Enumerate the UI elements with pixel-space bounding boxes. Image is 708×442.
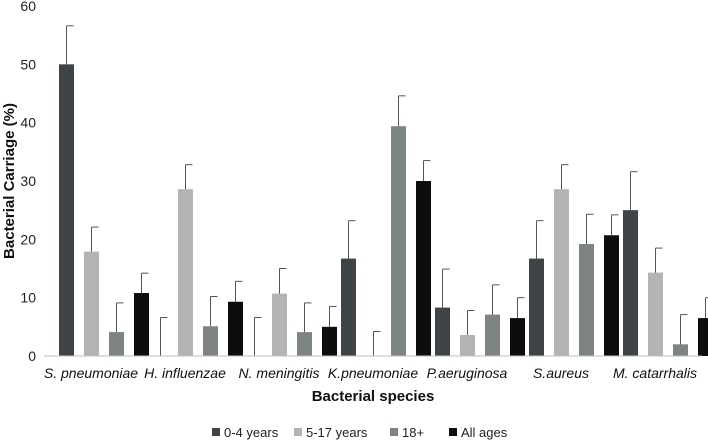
- bar-18--0: [109, 332, 124, 356]
- legend-label: 0-4 years: [224, 425, 279, 440]
- bar-0-4-years-6: [623, 210, 638, 356]
- bar-5-17-years-4: [460, 335, 475, 356]
- bar-0-4-years-0: [59, 64, 74, 356]
- y-tick-label: 40: [20, 115, 36, 131]
- y-tick-label: 30: [20, 173, 36, 189]
- legend-label: 5-17 years: [306, 425, 368, 440]
- category-label: P.aeruginosa: [427, 365, 508, 381]
- bar-5-17-years-5: [554, 189, 569, 356]
- category-label: S. pneumoniae: [44, 365, 138, 381]
- category-label: S.aureus: [533, 365, 589, 381]
- category-label: N. meningitis: [239, 365, 320, 381]
- bar-5-17-years-2: [272, 293, 287, 356]
- legend: 0-4 years 5-17 years 18+ All ages: [212, 425, 508, 440]
- bar-all-ages-3: [416, 181, 431, 356]
- y-tick-label: 10: [20, 290, 36, 306]
- y-tick-label: 0: [28, 348, 36, 364]
- category-label: M. catarrhalis: [613, 365, 697, 381]
- bar-0-4-years-5: [529, 258, 544, 356]
- y-axis-ticks: 0 10 20 30 40 50 60: [20, 0, 36, 364]
- y-tick-label: 50: [20, 56, 36, 72]
- legend-item: All ages: [449, 425, 508, 440]
- bar-all-ages-2: [322, 326, 337, 356]
- legend-swatch: [212, 428, 220, 436]
- bar-5-17-years-1: [178, 189, 193, 356]
- category-label: K.pneumoniae: [328, 365, 419, 381]
- bar-5-17-years-0: [84, 251, 99, 356]
- bar-18--4: [485, 314, 500, 356]
- error-bars: [66, 25, 708, 356]
- category-labels: S. pneumoniae H. influenzae N. meningitis K…: [44, 365, 697, 381]
- bar-18--6: [673, 344, 688, 356]
- bar-series: [59, 64, 708, 357]
- bar-18--5: [579, 244, 594, 356]
- legend-swatch: [449, 428, 457, 436]
- y-tick-label: 20: [20, 231, 36, 247]
- legend-label: 18+: [402, 425, 424, 440]
- legend-item: 0-4 years: [212, 425, 279, 440]
- legend-label: All ages: [461, 425, 508, 440]
- legend-swatch: [294, 428, 302, 436]
- legend-swatch: [390, 428, 398, 436]
- category-label: H. influenzae: [144, 365, 226, 381]
- bar-18--2: [297, 332, 312, 356]
- x-axis-title: Bacterial species: [312, 388, 435, 405]
- bar-all-ages-5: [604, 235, 619, 356]
- bar-all-ages-6: [698, 318, 708, 356]
- bar-all-ages-1: [228, 301, 243, 356]
- legend-item: 18+: [390, 425, 424, 440]
- legend-item: 5-17 years: [294, 425, 368, 440]
- bar-all-ages-4: [510, 318, 525, 356]
- bar-0-4-years-3: [341, 258, 356, 356]
- y-axis-title: Bacterial Carriage (%): [1, 103, 18, 259]
- bar-5-17-years-6: [648, 272, 663, 356]
- bar-18--3: [391, 126, 406, 357]
- y-tick-label: 60: [20, 0, 36, 14]
- bar-all-ages-0: [134, 293, 149, 356]
- bar-18--1: [203, 326, 218, 356]
- bar-0-4-years-4: [435, 307, 450, 356]
